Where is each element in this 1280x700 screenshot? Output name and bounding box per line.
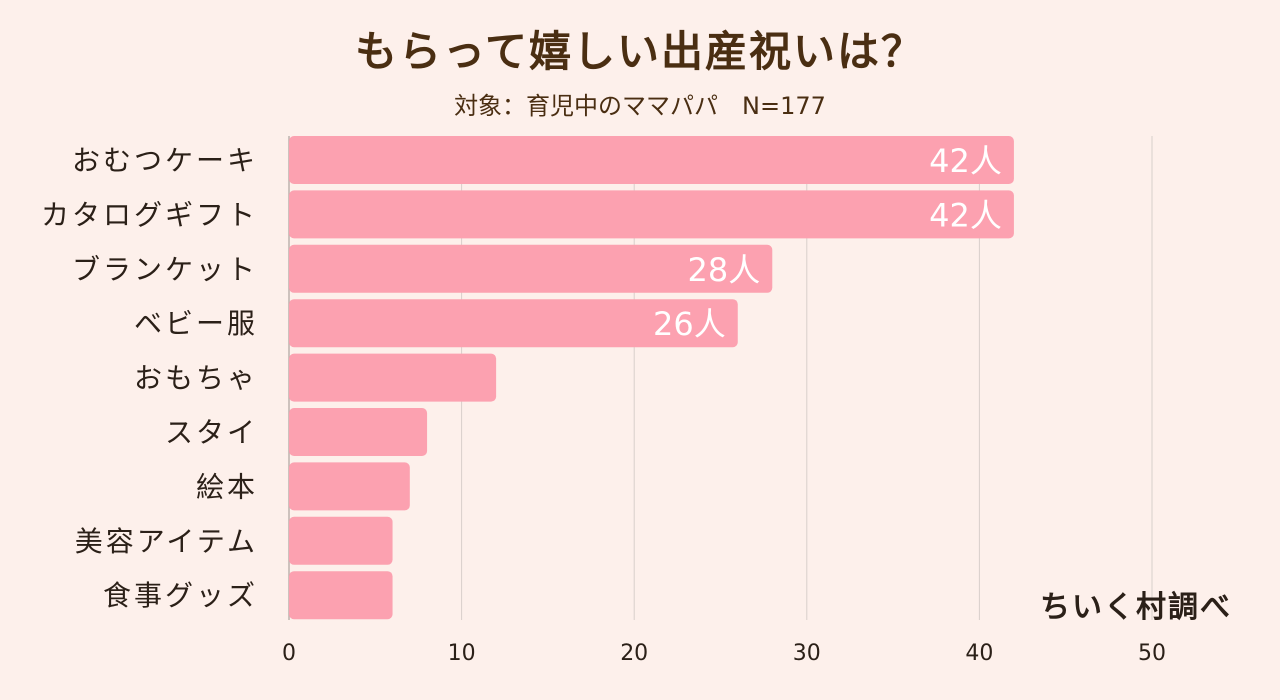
x-tick-label: 10 xyxy=(448,641,476,666)
bar xyxy=(289,571,393,620)
bar xyxy=(289,190,1014,239)
data-label: 26人 xyxy=(653,305,726,343)
category-label: おむつケーキ xyxy=(72,144,258,177)
category-label: ブランケット xyxy=(72,253,258,286)
bar xyxy=(289,408,428,456)
data-label: 42人 xyxy=(929,142,1002,180)
bar xyxy=(289,299,738,348)
x-tick-label: 40 xyxy=(965,641,993,666)
source-credit: ちいく村調べ xyxy=(1040,590,1232,625)
x-tick-label: 20 xyxy=(620,641,648,666)
bar xyxy=(289,136,1014,184)
category-label: ベビー服 xyxy=(134,307,258,340)
category-label: スタイ xyxy=(165,416,258,449)
x-tick-label: 0 xyxy=(282,641,296,666)
bar xyxy=(289,353,497,402)
chart-title: もらって嬉しい出産祝いは？ xyxy=(355,27,925,76)
category-label: おもちゃ xyxy=(134,362,258,395)
bar xyxy=(289,462,410,511)
category-label: 美容アイテム xyxy=(75,525,258,558)
data-label: 42人 xyxy=(929,196,1002,234)
x-tick-label: 30 xyxy=(793,641,821,666)
data-label: 28人 xyxy=(688,251,761,289)
chart-subtitle: 対象：育児中のママパパ N=177 xyxy=(454,92,826,120)
category-label: カタログギフト xyxy=(41,198,258,231)
category-label: 絵本 xyxy=(196,470,258,503)
bar xyxy=(289,516,393,565)
x-tick-label: 50 xyxy=(1138,641,1166,666)
bar xyxy=(289,244,773,293)
category-label: 食事グッズ xyxy=(103,579,258,612)
